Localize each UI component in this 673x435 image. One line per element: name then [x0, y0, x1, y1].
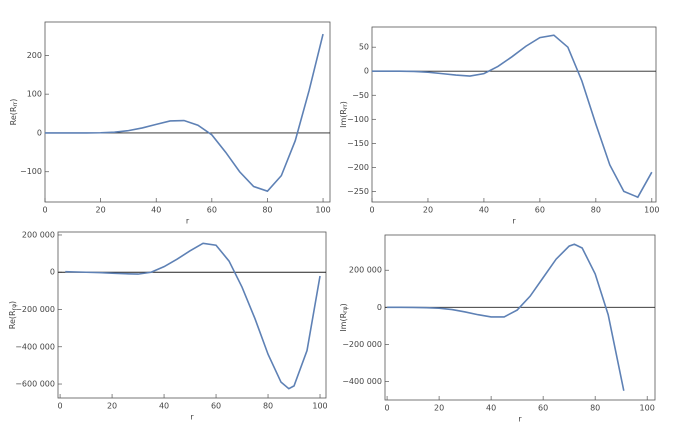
x-tick-label: 20 [107, 402, 117, 411]
y-tick-label: 0 [377, 303, 382, 312]
x-tick-label: 60 [538, 404, 548, 413]
plot-frame [384, 234, 656, 401]
y-label-base: Re(R [8, 310, 17, 329]
y-tick-label: −400 000 [15, 342, 55, 351]
y-tick-label: −100 [20, 167, 42, 176]
y-axis-label: Re(Rrr) [9, 99, 19, 126]
x-tick-label: 100 [640, 404, 655, 413]
x-tick-label: 20 [423, 206, 433, 215]
y-label-base: Im(R [339, 312, 348, 331]
x-tick-label: 100 [644, 206, 659, 215]
y-tick-label: 50 [359, 43, 369, 52]
x-tick-label: 0 [369, 206, 374, 215]
y-label-sub: rr [12, 101, 19, 106]
y-tick-label: 200 000 [349, 266, 382, 275]
y-tick-label: 0 [37, 128, 42, 137]
x-tick-label: 40 [479, 206, 489, 215]
x-tick-label: 40 [486, 404, 496, 413]
y-label-end: ) [8, 301, 17, 304]
x-tick-label: 40 [159, 402, 169, 411]
y-label-end: ) [339, 303, 348, 306]
data-line [387, 243, 625, 391]
y-label-sub: rφ [11, 304, 18, 310]
data-line [65, 242, 321, 390]
y-tick-label: −200 000 [15, 305, 55, 314]
x-tick-label: 20 [96, 206, 106, 215]
y-label-sub: rφ [342, 306, 349, 312]
x-axis-label: r [190, 413, 194, 422]
y-tick-label: −200 000 [342, 340, 382, 349]
y-tick-label: 0 [50, 268, 55, 277]
x-tick-label: 60 [211, 402, 221, 411]
x-tick-label: 100 [312, 402, 327, 411]
y-tick-label: 0 [364, 67, 369, 76]
x-tick-label: 60 [207, 206, 217, 215]
y-label-base: Re(R [9, 106, 18, 125]
y-label-sub: rr [342, 104, 349, 109]
x-tick-label: 80 [591, 206, 601, 215]
x-tick-label: 80 [263, 402, 273, 411]
y-axis-label: Re(Rrφ) [8, 301, 18, 329]
y-tick-label: −400 000 [342, 377, 382, 386]
x-tick-label: 100 [315, 206, 330, 215]
x-tick-label: 0 [42, 206, 47, 215]
x-tick-label: 80 [590, 404, 600, 413]
x-tick-label: 60 [535, 206, 545, 215]
x-tick-label: 20 [434, 404, 444, 413]
data-line [372, 34, 653, 199]
plot-frame [371, 26, 657, 203]
x-axis-label: r [518, 415, 522, 424]
data-line [45, 33, 324, 193]
y-tick-label: −50 [352, 91, 369, 100]
y-axis-label: Im(Rrr) [339, 101, 349, 128]
y-tick-label: −250 [347, 187, 369, 196]
y-tick-label: −200 [347, 163, 369, 172]
x-tick-label: 0 [58, 402, 63, 411]
y-axis-label: Im(Rrφ) [339, 303, 349, 331]
x-tick-label: 40 [151, 206, 161, 215]
y-tick-label: −150 [347, 139, 369, 148]
y-tick-label: −600 000 [15, 380, 55, 389]
y-label-base: Im(R [339, 109, 348, 128]
x-axis-label: r [512, 217, 516, 226]
y-label-end: ) [339, 101, 348, 104]
plot-frame [44, 21, 331, 203]
plot-frame [57, 231, 327, 399]
y-tick-label: 100 [27, 90, 42, 99]
y-tick-label: −100 [347, 115, 369, 124]
x-tick-label: 0 [385, 404, 390, 413]
y-label-end: ) [9, 99, 18, 102]
x-tick-label: 80 [262, 206, 272, 215]
x-axis-label: r [186, 217, 190, 226]
y-tick-label: 200 [27, 51, 42, 60]
y-tick-label: 200 000 [22, 230, 55, 239]
